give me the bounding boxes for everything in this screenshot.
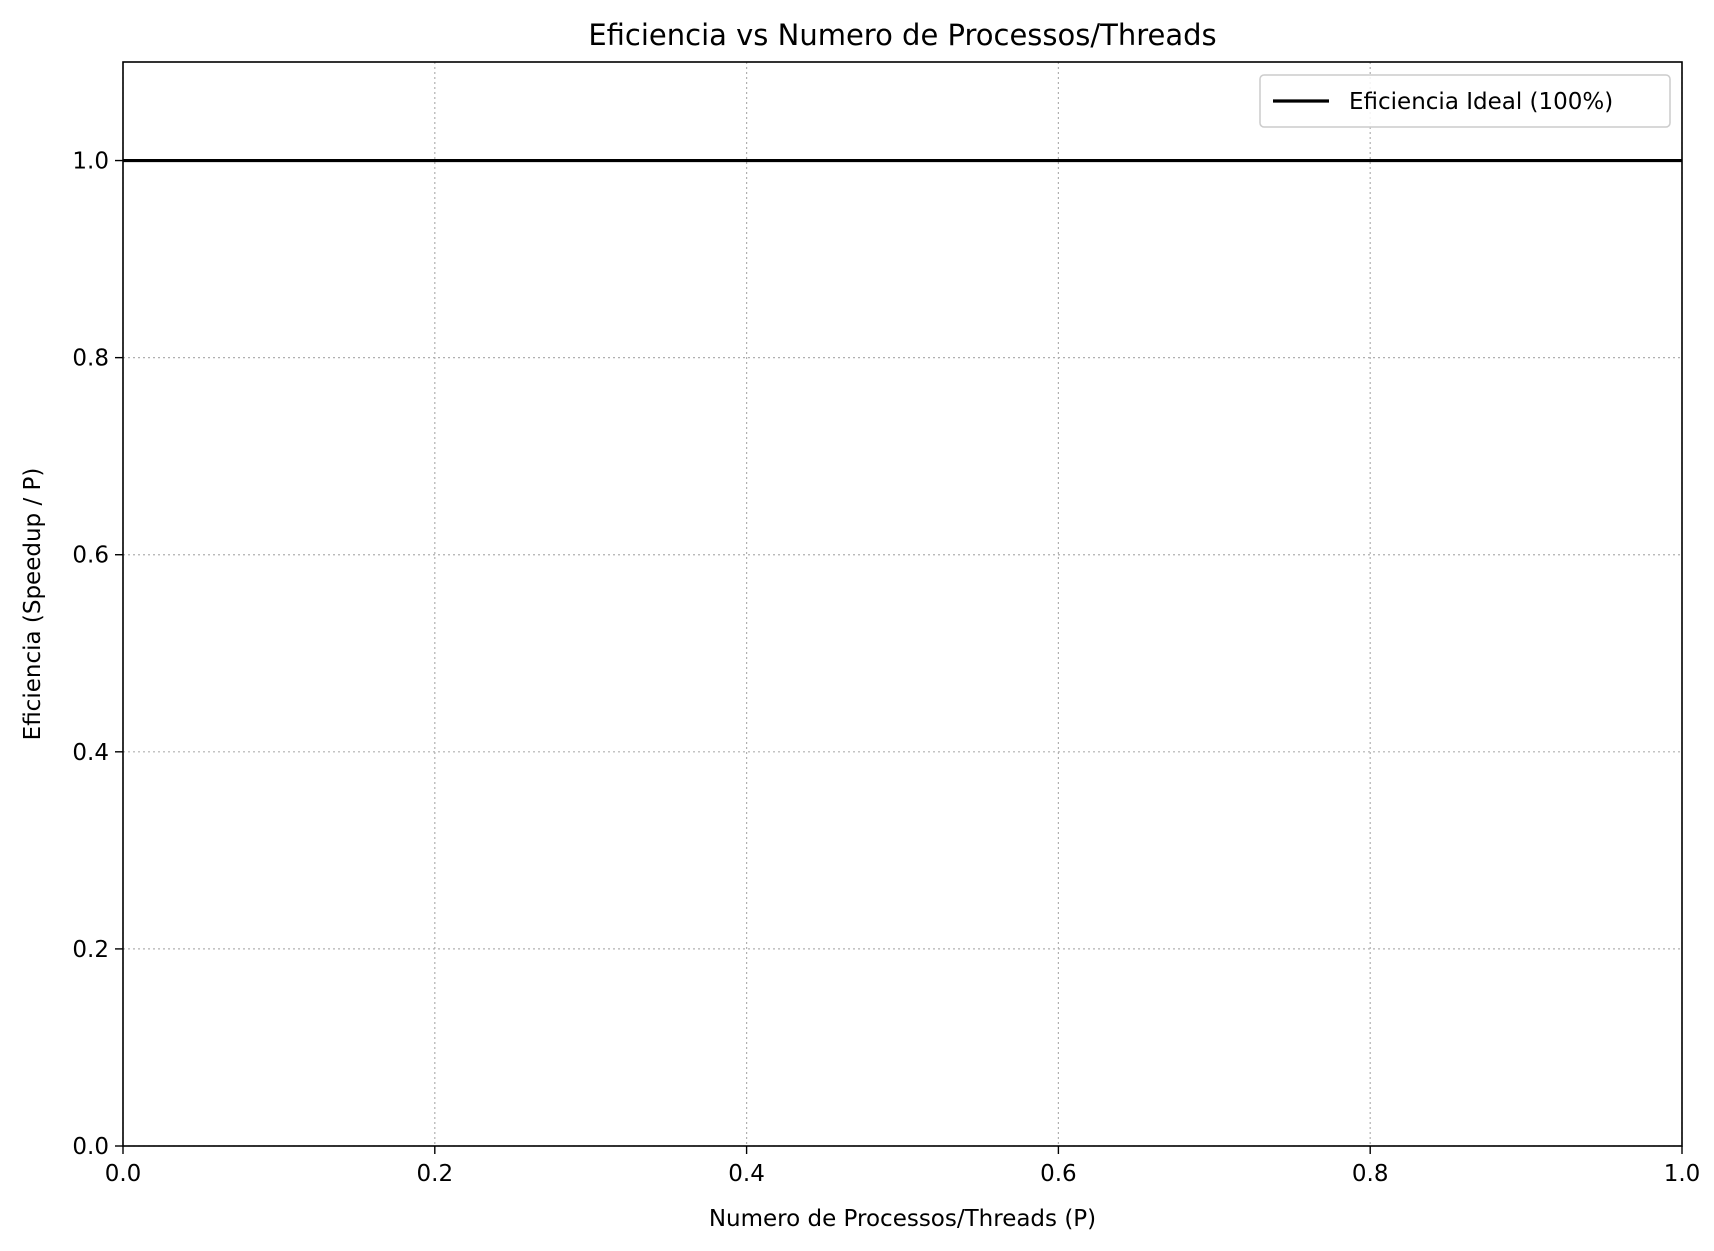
ticks-layer: 0.0 0.2 0.4 0.6 0.8 1.0 0.0 0.2 0.4 0.6 0.8 1.0 xyxy=(72,149,1700,1187)
legend-box xyxy=(1259,74,1671,128)
y-tick-label: 0.4 xyxy=(72,740,109,766)
y-tick-label: 0.2 xyxy=(72,937,109,963)
x-axis-label: Numero de Processos/Threads (P) xyxy=(709,1206,1096,1232)
chart-title: Eficiencia vs Numero de Processos/Thread… xyxy=(588,18,1216,52)
legend: Eficiencia Ideal (100%) xyxy=(1259,74,1671,128)
x-tick-label: 0.2 xyxy=(417,1161,454,1187)
x-tick-label: 0.8 xyxy=(1352,1161,1389,1187)
x-tick-label: 1.0 xyxy=(1664,1161,1701,1187)
x-tick-label: 0.0 xyxy=(105,1161,142,1187)
x-tick-label: 0.4 xyxy=(728,1161,765,1187)
y-axis-label: Eficiencia (Speedup / P) xyxy=(20,468,46,741)
y-tick-label: 0.8 xyxy=(72,346,109,372)
y-tick-label: 0.0 xyxy=(72,1134,109,1160)
grid-layer xyxy=(122,62,1683,1147)
plot-frame xyxy=(122,61,1683,1147)
legend-label: Eficiencia Ideal (100%) xyxy=(1349,89,1613,115)
y-tick-label: 1.0 xyxy=(72,149,109,175)
y-tick-label: 0.6 xyxy=(72,543,109,569)
x-tick-label: 0.6 xyxy=(1040,1161,1077,1187)
